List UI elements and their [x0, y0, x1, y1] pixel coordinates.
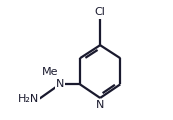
Text: Cl: Cl	[95, 7, 106, 17]
Text: N: N	[56, 79, 64, 89]
Text: H₂N: H₂N	[18, 94, 39, 104]
Text: Me: Me	[42, 66, 58, 77]
Text: N: N	[96, 100, 104, 110]
Text: H: H	[31, 94, 39, 104]
